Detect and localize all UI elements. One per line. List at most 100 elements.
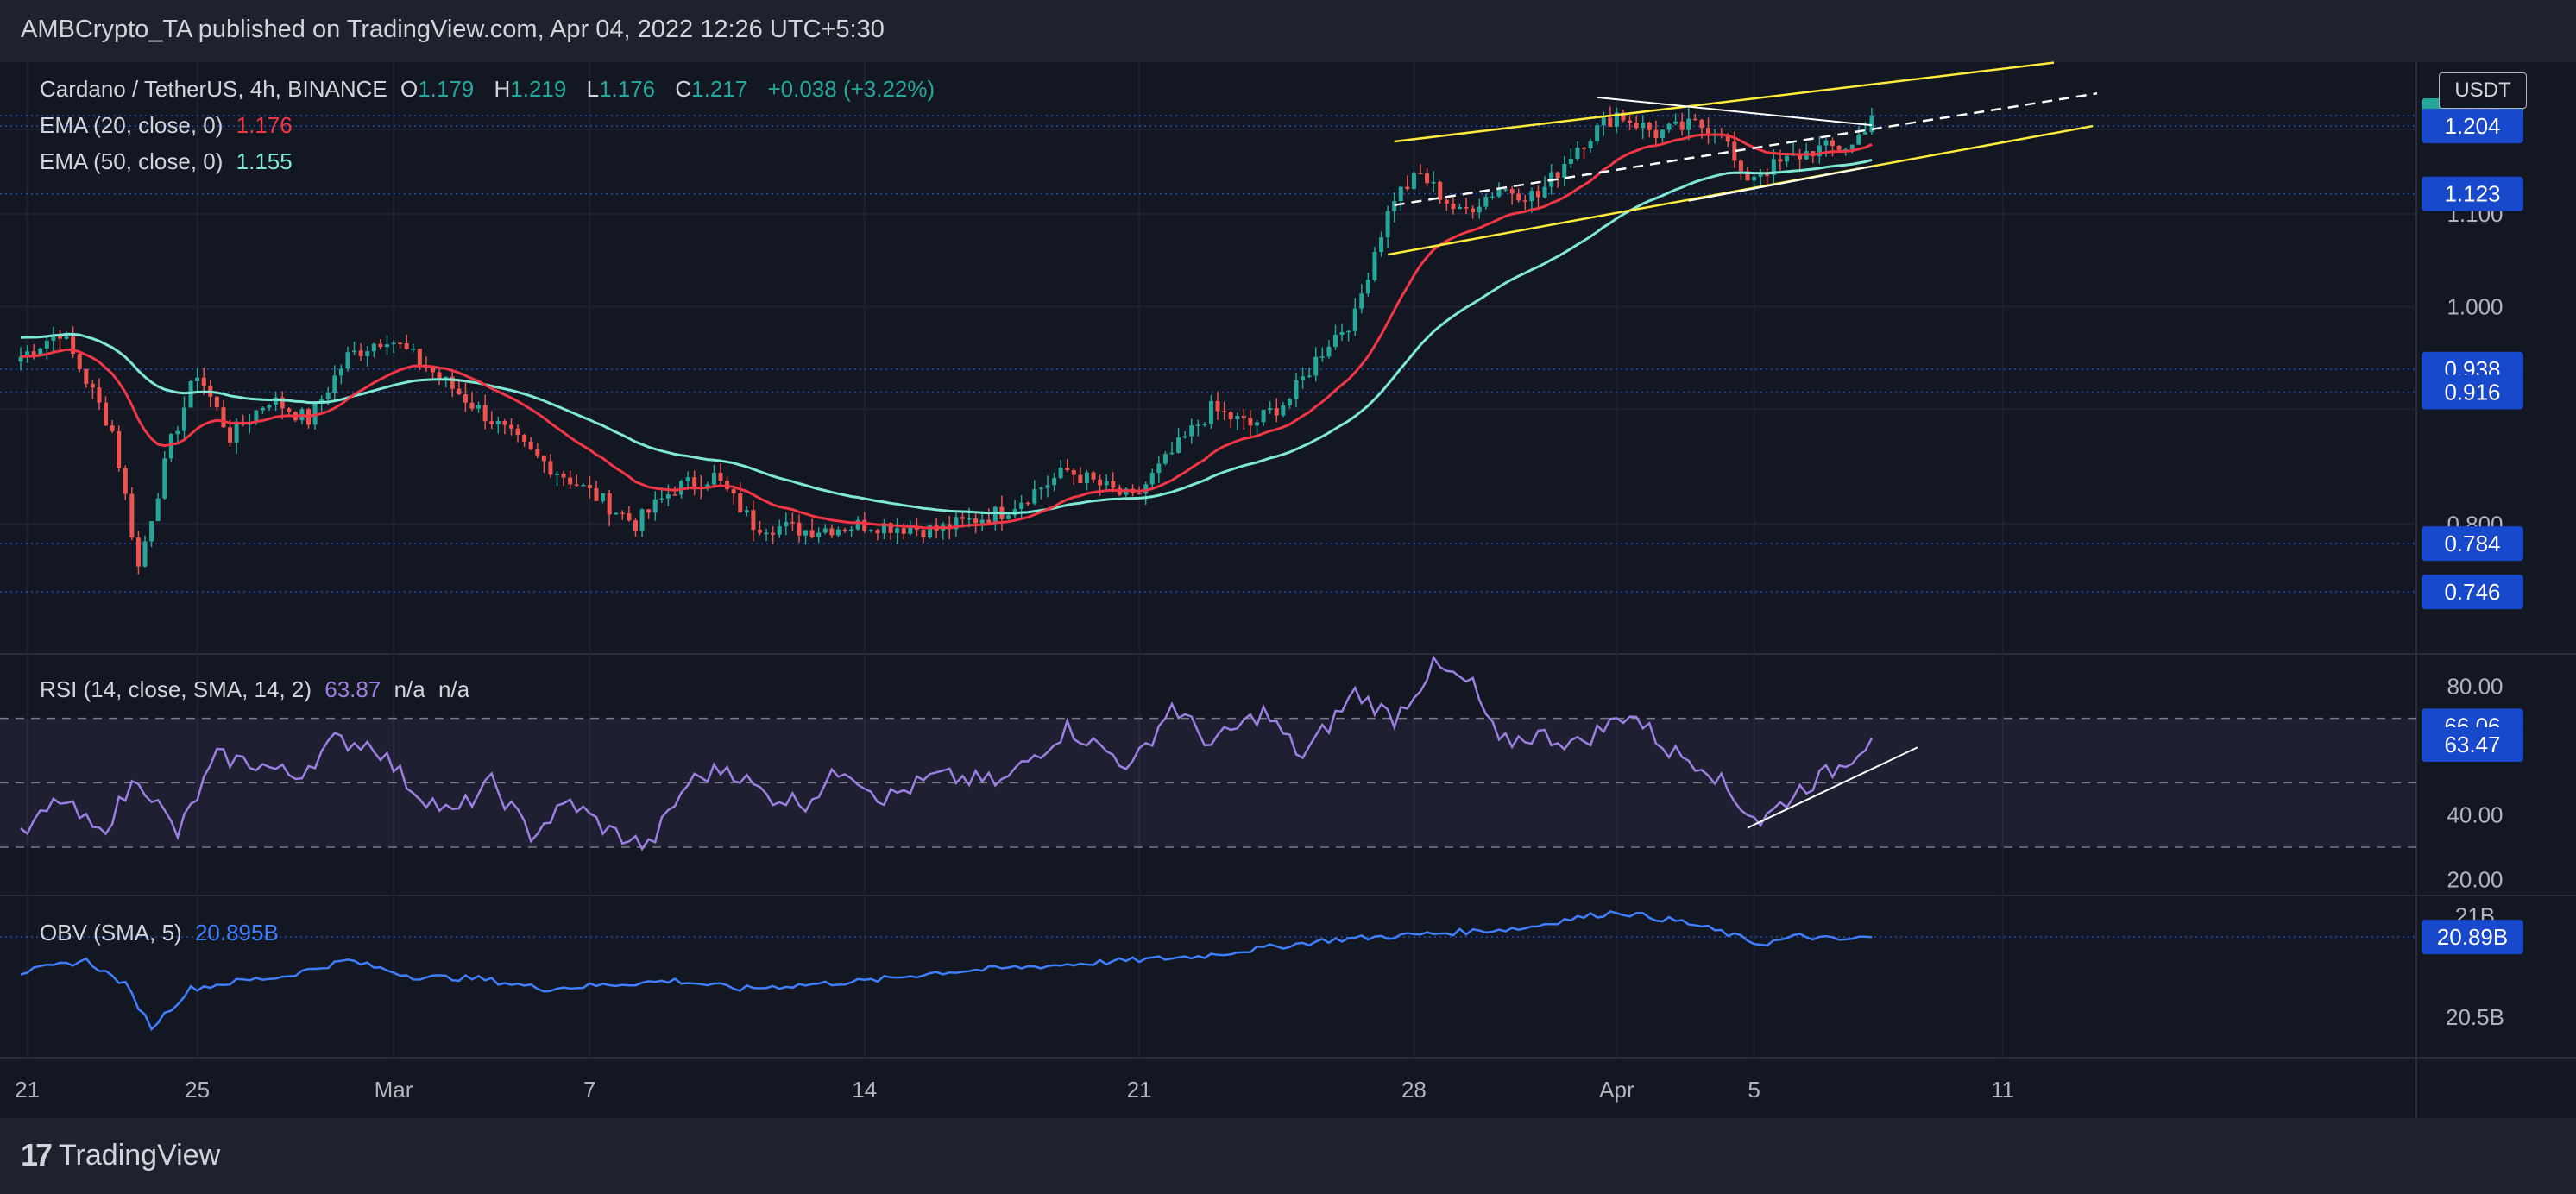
candle bbox=[201, 368, 206, 395]
candle bbox=[1582, 146, 1587, 159]
candle-body bbox=[809, 530, 815, 537]
candle bbox=[1686, 107, 1691, 141]
ema20-legend[interactable]: EMA (20, close, 0) 1.176 bbox=[40, 112, 299, 139]
candle-body bbox=[921, 530, 926, 538]
candle-body bbox=[620, 512, 625, 514]
candle-body bbox=[587, 485, 592, 489]
candle bbox=[797, 514, 802, 543]
candle-body bbox=[639, 509, 645, 531]
candle-body bbox=[280, 397, 285, 409]
candle-body bbox=[1634, 123, 1639, 129]
ema50-legend[interactable]: EMA (50, close, 0) 1.155 bbox=[40, 148, 299, 175]
candle-body bbox=[574, 484, 579, 486]
candle bbox=[751, 500, 756, 542]
rsi-legend[interactable]: RSI (14, close, SMA, 14, 2) 63.87 n/a n/… bbox=[40, 676, 476, 703]
candle-body bbox=[528, 441, 533, 449]
price-label-text: 0.784 bbox=[2444, 531, 2500, 556]
tradingview-logo[interactable]: 17 TradingView bbox=[21, 1137, 220, 1173]
candle-body bbox=[855, 519, 860, 530]
candle-body bbox=[1241, 415, 1246, 418]
candle-body bbox=[829, 528, 835, 536]
candle bbox=[90, 380, 95, 399]
candle-body bbox=[135, 537, 141, 567]
candle-body bbox=[411, 349, 416, 350]
candle-body bbox=[1019, 502, 1024, 509]
candle-body bbox=[967, 518, 972, 520]
close-value: 1.217 bbox=[691, 76, 748, 102]
candle bbox=[541, 455, 546, 473]
candle-body bbox=[738, 493, 743, 513]
candle bbox=[1182, 430, 1187, 439]
candle bbox=[1025, 501, 1030, 506]
candle bbox=[1124, 487, 1129, 497]
candle-body bbox=[352, 350, 357, 353]
candle-body bbox=[1319, 356, 1325, 358]
candle-body bbox=[1352, 308, 1357, 331]
candle bbox=[384, 335, 389, 355]
ema20-label: EMA (20, close, 0) bbox=[40, 112, 224, 138]
candle bbox=[25, 345, 30, 363]
candle bbox=[1195, 419, 1200, 437]
candle bbox=[1614, 107, 1619, 134]
candle-body bbox=[901, 528, 906, 534]
obv-legend[interactable]: OBV (SMA, 5) 20.895B bbox=[40, 920, 286, 946]
candle-body bbox=[384, 344, 389, 348]
chart-canvas[interactable]: 2125Mar7142128Apr5111.0001.1000.8001.217… bbox=[0, 0, 2576, 1118]
channel-upper-line bbox=[1394, 61, 2055, 143]
candle bbox=[1679, 112, 1685, 136]
candle-body bbox=[835, 529, 841, 536]
candle-body bbox=[90, 383, 95, 388]
candle-body bbox=[1104, 481, 1109, 486]
candle bbox=[607, 489, 612, 527]
candle bbox=[979, 511, 985, 532]
candle-body bbox=[633, 520, 638, 531]
candle-body bbox=[1752, 176, 1757, 181]
candle bbox=[1313, 347, 1319, 382]
candle-body bbox=[692, 477, 697, 487]
candle bbox=[881, 518, 886, 540]
candle-body bbox=[515, 428, 520, 436]
candle bbox=[1628, 115, 1633, 130]
candle-body bbox=[751, 510, 756, 531]
candle-body bbox=[1483, 196, 1489, 207]
candle-body bbox=[803, 530, 809, 536]
candle-body bbox=[1084, 472, 1089, 484]
candle bbox=[1425, 167, 1430, 187]
x-tick-label: Apr bbox=[1599, 1077, 1634, 1103]
candle bbox=[803, 529, 809, 545]
candle bbox=[601, 493, 606, 504]
candle-body bbox=[162, 458, 167, 499]
candle-body bbox=[1208, 400, 1213, 424]
candle bbox=[1444, 196, 1449, 211]
currency-badge[interactable]: USDT bbox=[2439, 72, 2527, 109]
candle bbox=[1065, 459, 1070, 473]
candle bbox=[1673, 113, 1678, 126]
candle-body bbox=[822, 528, 828, 533]
candle bbox=[1621, 110, 1626, 123]
candle-body bbox=[535, 449, 540, 456]
candle bbox=[941, 521, 946, 541]
candle bbox=[1241, 408, 1246, 430]
candle-body bbox=[1738, 160, 1743, 172]
x-tick-label: 21 bbox=[15, 1077, 40, 1103]
candle bbox=[614, 512, 619, 515]
rsi-na-2: n/a bbox=[438, 676, 470, 702]
candle bbox=[1078, 467, 1083, 484]
candle-body bbox=[881, 523, 886, 534]
open-value: 1.179 bbox=[418, 76, 475, 102]
candle bbox=[358, 343, 363, 361]
candle bbox=[574, 474, 579, 487]
candle bbox=[973, 513, 979, 534]
candle-body bbox=[64, 336, 69, 339]
candle bbox=[725, 476, 730, 493]
candle bbox=[1575, 141, 1580, 162]
candle bbox=[1503, 188, 1508, 192]
candle bbox=[1568, 148, 1573, 168]
candle-body bbox=[1332, 334, 1338, 347]
candle-body bbox=[437, 372, 442, 379]
candle bbox=[1385, 205, 1390, 248]
candle bbox=[1169, 441, 1175, 456]
candle bbox=[1418, 164, 1423, 175]
candle bbox=[895, 518, 900, 544]
symbol-legend: Cardano / TetherUS, 4h, BINANCE O1.179 H… bbox=[40, 76, 935, 102]
